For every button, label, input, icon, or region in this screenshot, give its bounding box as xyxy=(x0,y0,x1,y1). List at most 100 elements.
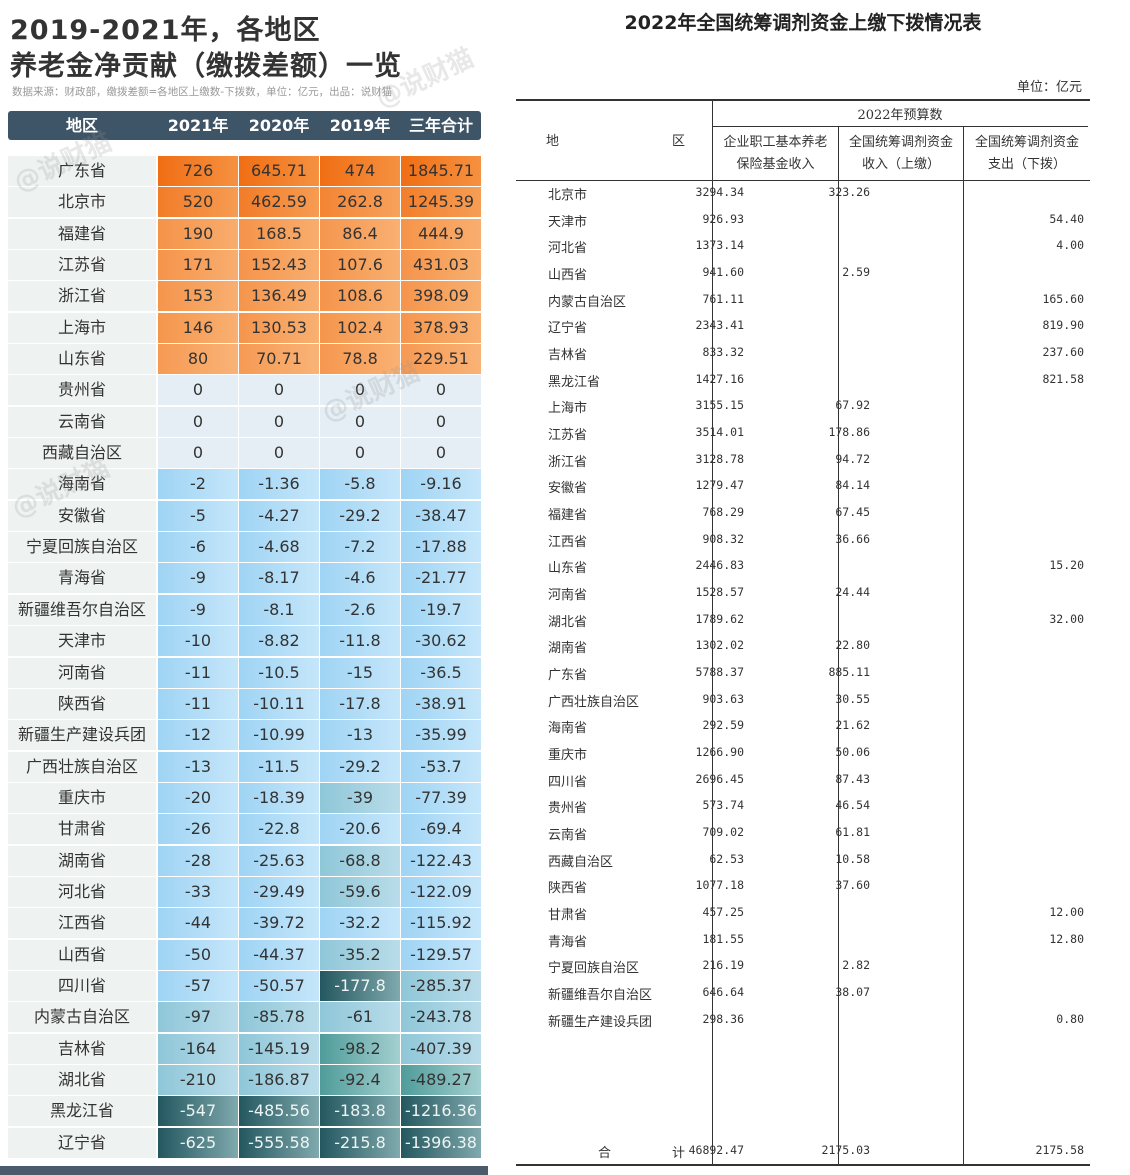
value-2020: -18.39 xyxy=(239,782,319,813)
table-row: 辽宁省 -625 -555.58 -215.8 -1396.38 xyxy=(8,1127,481,1159)
value-2019: 0 xyxy=(320,375,400,406)
allocate-value: 0.80 xyxy=(1056,1011,1084,1026)
fund-income-value: 3294.34 xyxy=(695,185,744,199)
col-remit-line2: 收入（上缴） xyxy=(861,157,940,172)
value-total: 398.09 xyxy=(401,281,481,312)
region-name: 海南省 xyxy=(548,721,588,737)
value-total: -35.99 xyxy=(401,720,481,751)
value-total: 229.51 xyxy=(401,344,481,375)
table-row: 内蒙古自治区 761.11 165.60 xyxy=(516,287,1090,314)
table-title: 2022年全国统筹调剂资金上缴下拨情况表 xyxy=(624,12,982,34)
value-total: -21.77 xyxy=(401,563,481,594)
remit-value: 87.43 xyxy=(835,771,870,786)
region-header-a: 地 xyxy=(546,134,560,149)
value-total: -407.39 xyxy=(401,1033,481,1064)
value-2019: -177.8 xyxy=(320,970,400,1001)
table-row: 宁夏回族自治区 216.19 2.82 xyxy=(516,953,1090,980)
value-2020: -4.68 xyxy=(239,532,319,563)
table-row: 上海市 146 130.53 102.4 378.93 xyxy=(8,312,481,344)
region-name: 湖北省 xyxy=(8,1064,156,1095)
table-row: 湖北省 1789.62 32.00 xyxy=(516,607,1090,634)
table-row: 福建省 190 168.5 86.4 444.9 xyxy=(8,218,481,250)
fund-income-value: 1279.47 xyxy=(695,478,744,493)
region-name: 天津市 xyxy=(548,214,588,230)
allocate-value: 32.00 xyxy=(1049,611,1084,626)
region-name: 贵州省 xyxy=(8,375,156,406)
total-label-b: 计 xyxy=(672,1146,686,1161)
value-2019: -183.8 xyxy=(320,1096,400,1127)
value-2021: -57 xyxy=(158,970,238,1001)
remit-value: 94.72 xyxy=(835,451,870,466)
value-2019: 102.4 xyxy=(320,312,400,343)
value-2019: -15 xyxy=(320,657,400,688)
region-name: 江西省 xyxy=(8,908,156,939)
fund-income-value: 2343.41 xyxy=(695,318,744,333)
value-2021: -6 xyxy=(158,532,238,563)
rule-bottom xyxy=(516,1164,1090,1166)
value-2019: -20.6 xyxy=(320,814,400,845)
value-2021: -9 xyxy=(158,594,238,625)
region-name: 上海市 xyxy=(548,401,588,417)
value-total: -115.92 xyxy=(401,908,481,939)
table-row: 福建省 768.29 67.45 xyxy=(516,500,1090,527)
col-remit-header: 全国统筹调剂资金 收入（上缴） xyxy=(839,132,963,176)
region-name: 广东省 xyxy=(8,156,156,186)
region-name: 广西壮族自治区 xyxy=(8,751,156,782)
value-2021: -28 xyxy=(158,845,238,876)
table-row: 安徽省 1279.47 84.14 xyxy=(516,473,1090,500)
table-row: 山西省 941.60 2.59 xyxy=(516,260,1090,287)
value-2020: 0 xyxy=(239,375,319,406)
value-2020: -11.5 xyxy=(239,751,319,782)
value-total: -285.37 xyxy=(401,970,481,1001)
table-row: 青海省 -9 -8.17 -4.6 -21.77 xyxy=(8,563,481,594)
header-region: 地区 xyxy=(65,116,98,135)
value-2020: -10.99 xyxy=(239,720,319,751)
remit-value: 61.81 xyxy=(835,825,870,840)
fund-income-value: 62.53 xyxy=(709,851,744,866)
fund-income-value: 216.19 xyxy=(702,958,744,973)
value-2021: 171 xyxy=(158,250,238,281)
allocate-value: 165.60 xyxy=(1042,291,1084,306)
region-name: 湖北省 xyxy=(548,614,588,630)
value-total: 0 xyxy=(401,438,481,469)
region-name: 新疆生产建设兵团 xyxy=(8,720,156,751)
fund-income-value: 646.64 xyxy=(702,985,744,1000)
table-row: 甘肃省 -26 -22.8 -20.6 -69.4 xyxy=(8,814,481,845)
region-name: 山西省 xyxy=(548,268,588,284)
allocate-value: 54.40 xyxy=(1049,211,1084,226)
remit-value: 37.60 xyxy=(835,878,870,893)
region-name: 辽宁省 xyxy=(8,1127,156,1158)
table-row: 重庆市 -20 -18.39 -39 -77.39 xyxy=(8,782,481,814)
table-row: 河北省 -33 -29.49 -59.6 -122.09 xyxy=(8,876,481,908)
header-total: 三年合计 xyxy=(408,116,473,135)
value-2020: -10.5 xyxy=(239,657,319,688)
value-2020: 168.5 xyxy=(239,218,319,249)
table-row: 安徽省 -5 -4.27 -29.2 -38.47 xyxy=(8,500,481,532)
value-2021: -50 xyxy=(158,939,238,970)
fund-income-value: 908.32 xyxy=(702,531,744,546)
region-name: 北京市 xyxy=(8,187,156,218)
panel-title-line1: 2019-2021年，各地区 xyxy=(10,15,321,46)
table-row: 山西省 -50 -44.37 -35.2 -129.57 xyxy=(8,939,481,971)
unit-label: 单位：亿元 xyxy=(1016,80,1082,95)
allocate-value: 12.00 xyxy=(1049,905,1084,920)
total-row: 合 计 46892.47 2175.03 2175.58 xyxy=(516,1142,1090,1162)
value-2021: 726 xyxy=(158,156,238,186)
total-label-a: 合 xyxy=(598,1146,612,1161)
table-row: 陕西省 -11 -10.11 -17.8 -38.91 xyxy=(8,688,481,720)
fund-income-value: 1528.57 xyxy=(695,585,744,600)
value-total: 1845.71 xyxy=(401,156,481,186)
region-name: 北京市 xyxy=(548,188,588,203)
value-2020: -555.58 xyxy=(239,1127,319,1158)
table-row: 河南省 -11 -10.5 -15 -36.5 xyxy=(8,657,481,689)
value-2021: 80 xyxy=(158,344,238,375)
table-row: 西藏自治区 0 0 0 0 xyxy=(8,438,481,469)
remit-value: 24.44 xyxy=(835,585,870,600)
value-2020: 0 xyxy=(239,438,319,469)
region-name: 山西省 xyxy=(8,939,156,970)
value-2019: -7.2 xyxy=(320,532,400,563)
region-name: 海南省 xyxy=(8,469,156,500)
region-name: 河南省 xyxy=(8,657,156,688)
region-name: 江苏省 xyxy=(8,250,156,281)
fund-income-value: 2446.83 xyxy=(695,558,744,573)
